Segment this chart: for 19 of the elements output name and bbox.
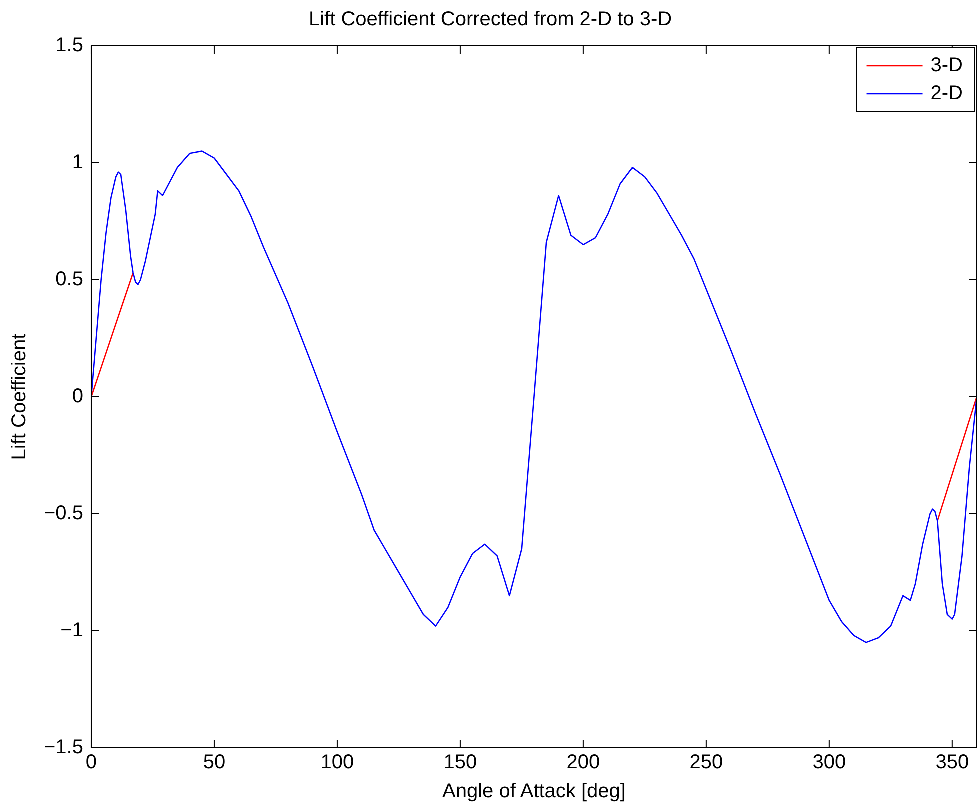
x-axis-title: Angle of Attack [deg]	[442, 780, 626, 803]
y-tick-label: 0.5	[56, 268, 84, 291]
y-tick-label: −1	[60, 620, 84, 642]
y-tick-label: 0	[72, 386, 84, 408]
x-tick-label: 350	[936, 752, 970, 774]
legend-label: 3-D	[930, 54, 964, 77]
y-tick-label: 1.5	[56, 34, 84, 57]
x-tick-label: 50	[203, 752, 226, 774]
x-tick-label: 100	[320, 752, 354, 774]
y-tick-label: −1.5	[44, 736, 84, 759]
x-tick-label: 250	[690, 752, 724, 774]
x-tick-label: 200	[566, 752, 600, 774]
y-tick-label: 1	[72, 152, 84, 174]
x-tick-label: 150	[444, 752, 478, 774]
chart-title: Lift Coefficient Corrected from 2-D to 3-D	[308, 8, 672, 31]
x-tick-label: 300	[812, 752, 846, 774]
y-tick-label: −0.5	[44, 502, 84, 525]
legend-label: 2-D	[930, 82, 964, 105]
y-axis-title: Lift Coefficient	[8, 333, 31, 460]
